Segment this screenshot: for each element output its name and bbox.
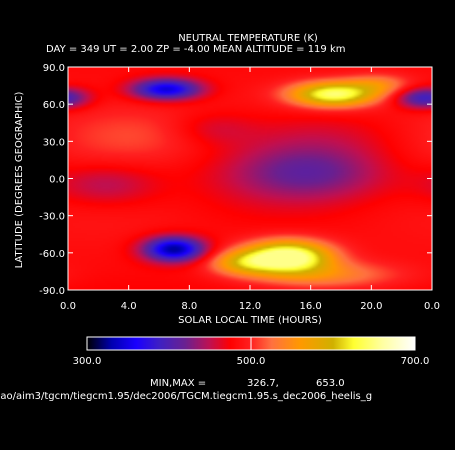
x-tick-label: 8.0 [181, 301, 197, 312]
y-tick-label: 60.0 [43, 100, 65, 111]
x-tick-label: 0.0 [60, 301, 76, 312]
x-axis-ticks: 0.0 4.0 8.0 12.0 16.0 20.0 0.0 [60, 67, 440, 312]
y-tick-label: -90.0 [39, 286, 65, 297]
x-tick-label: 4.0 [121, 301, 137, 312]
min-value: 326.7, [247, 378, 279, 389]
x-tick-label: 12.0 [239, 301, 261, 312]
plot-area [67, 66, 433, 291]
x-axis-label: SOLAR LOCAL TIME (HOURS) [178, 315, 322, 326]
minmax-label: MIN,MAX = [150, 378, 206, 389]
x-tick-label: 0.0 [424, 301, 440, 312]
max-value: 653.0 [316, 378, 345, 389]
colorbar-tick-label: 300.0 [73, 356, 102, 367]
colorbar-tick-label: 500.0 [237, 356, 266, 367]
colorbar-tick-label: 700.0 [401, 356, 430, 367]
y-axis-label: LATITUDE (DEGREES GEOGRAPHIC) [14, 92, 25, 269]
y-tick-label: -30.0 [39, 212, 65, 223]
y-tick-label: 30.0 [43, 137, 65, 148]
temperature-field [68, 67, 432, 290]
y-tick-label: 90.0 [43, 63, 65, 74]
colorbar: 300.0 500.0 700.0 [73, 336, 430, 367]
y-tick-label: 0.0 [49, 175, 65, 186]
y-axis-ticks: 90.0 60.0 30.0 0.0 -30.0 -60.0 -90.0 [39, 63, 432, 297]
file-path: pao/aim3/tgcm/tiegcm1.95/dec2006/TGCM.ti… [0, 391, 372, 402]
colorbar-ticks: 300.0 500.0 700.0 [73, 337, 430, 367]
chart-title: NEUTRAL TEMPERATURE (K) [178, 33, 318, 44]
x-tick-label: 16.0 [300, 301, 322, 312]
y-tick-label: -60.0 [39, 249, 65, 260]
x-tick-label: 20.0 [360, 301, 382, 312]
chart-subtitle: DAY = 349 UT = 2.00 ZP = -4.00 MEAN ALTI… [46, 44, 346, 55]
